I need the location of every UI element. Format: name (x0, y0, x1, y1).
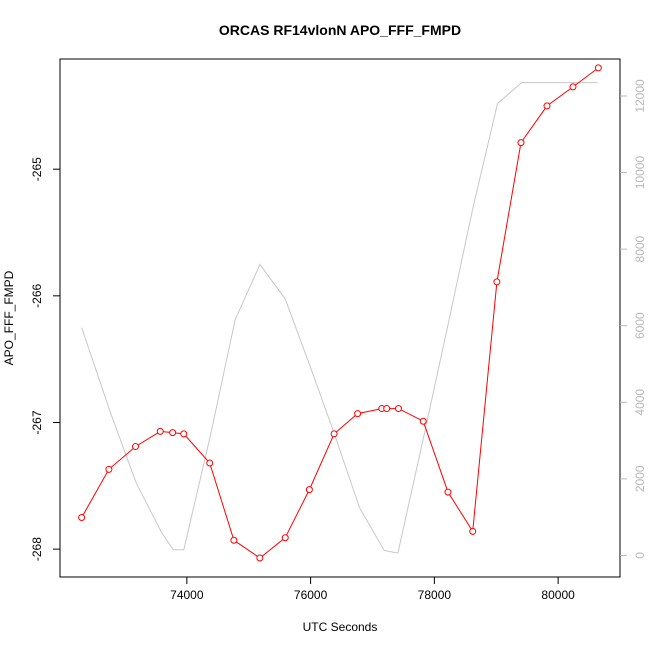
y2-tick-label: 10000 (633, 156, 647, 190)
y-tick-label: -265 (30, 157, 44, 181)
y2-tick-label: 0 (633, 552, 647, 559)
x-tick-label: 74000 (170, 588, 204, 602)
primary-series-point (105, 465, 113, 473)
primary-series-point (78, 513, 86, 521)
y-tick-label: -266 (30, 284, 44, 308)
primary-series-point (517, 139, 525, 147)
y-tick-label: -268 (30, 537, 44, 561)
axes: 74000 76000 78000 80000 -268 -267 -266 -265 0 200… (30, 79, 647, 602)
primary-series-point (444, 488, 452, 496)
primary-series-point (383, 405, 391, 413)
x-tick-label: 76000 (294, 588, 328, 602)
y-axis-label: APO_FFF_FMPD (2, 270, 16, 365)
x-tick-label: 78000 (418, 588, 452, 602)
primary-series-point (156, 427, 164, 435)
primary-series-point (256, 554, 264, 562)
secondary-series (81, 82, 598, 554)
y2-tick-label: 12000 (633, 79, 647, 113)
primary-series-point (594, 64, 602, 72)
primary-series-point (305, 486, 313, 494)
chart-title: ORCAS RF14vlonN APO_FFF_FMPD (219, 22, 461, 38)
primary-series-point (493, 278, 501, 286)
y2-tick-label: 4000 (633, 389, 647, 416)
primary-series-point (281, 534, 289, 542)
primary-series-point (569, 83, 577, 91)
plot-frame (59, 58, 621, 578)
primary-series-point (394, 405, 402, 413)
primary-series-point (469, 527, 477, 535)
primary-series-point (330, 430, 338, 438)
primary-series-point (230, 536, 238, 544)
primary-series-point (419, 417, 427, 425)
primary-series-point (169, 429, 177, 437)
x-axis-label: UTC Seconds (303, 620, 378, 634)
y2-tick-label: 8000 (633, 235, 647, 262)
secondary-series-line (81, 82, 598, 554)
y-tick-label: -267 (30, 410, 44, 434)
x-tick-label: 80000 (541, 588, 575, 602)
y2-tick-label: 6000 (633, 312, 647, 339)
primary-series-point (180, 430, 188, 438)
y2-tick-label: 2000 (633, 465, 647, 492)
primary-series-point (131, 443, 139, 451)
primary-series-point (354, 410, 362, 418)
primary-series (78, 64, 602, 562)
primary-series-point (206, 459, 214, 467)
primary-series-point (543, 102, 551, 110)
